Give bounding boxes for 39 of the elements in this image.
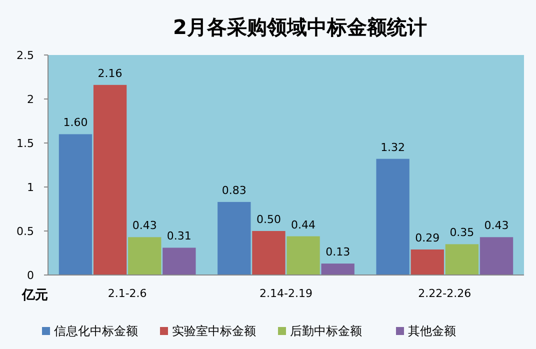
data-label: 0.29 [415,231,440,244]
x-tick-label: 2.22-2.26 [418,287,472,300]
chart-title: 2月各采购领域中标金额统计 [173,15,427,39]
data-label: 1.60 [63,116,88,130]
data-label: 0.50 [256,213,281,226]
bar [128,237,162,275]
data-label: 1.32 [380,140,406,154]
legend-label: 其他金额 [408,324,456,338]
data-label: 0.35 [450,226,474,240]
y-tick-label: 1 [27,181,34,194]
y-axis-title: 亿元 [21,288,48,303]
bar [93,84,127,275]
bar [321,264,354,275]
y-tick-label: 2 [27,93,34,106]
x-tick-label: 2.14-2.19 [260,287,312,300]
bar [410,249,444,275]
data-label: 0.13 [326,246,350,259]
y-tick-label: 2.5 [16,49,34,62]
data-label: 0.44 [291,218,316,232]
bar [218,202,251,275]
bar [445,244,479,275]
x-tick-label: 2.1-2.6 [108,287,147,300]
legend-label: 实验室中标金额 [172,324,256,338]
data-label: 0.83 [222,184,246,197]
data-label: 0.43 [132,219,157,232]
bar [58,134,92,275]
data-label: 0.43 [484,219,509,232]
bar [252,231,286,275]
y-tick-label: 0.5 [16,225,34,238]
legend-label: 后勤中标金额 [290,324,362,338]
bar [376,158,410,275]
data-label: 2.16 [98,66,122,80]
data-label: 0.31 [166,230,192,243]
legend-label: 信息化中标金额 [54,324,138,338]
y-tick-label: 0 [27,269,34,282]
bar [480,237,514,275]
y-tick-label: 1.5 [16,137,34,150]
bar [286,236,320,275]
bar [162,248,196,275]
